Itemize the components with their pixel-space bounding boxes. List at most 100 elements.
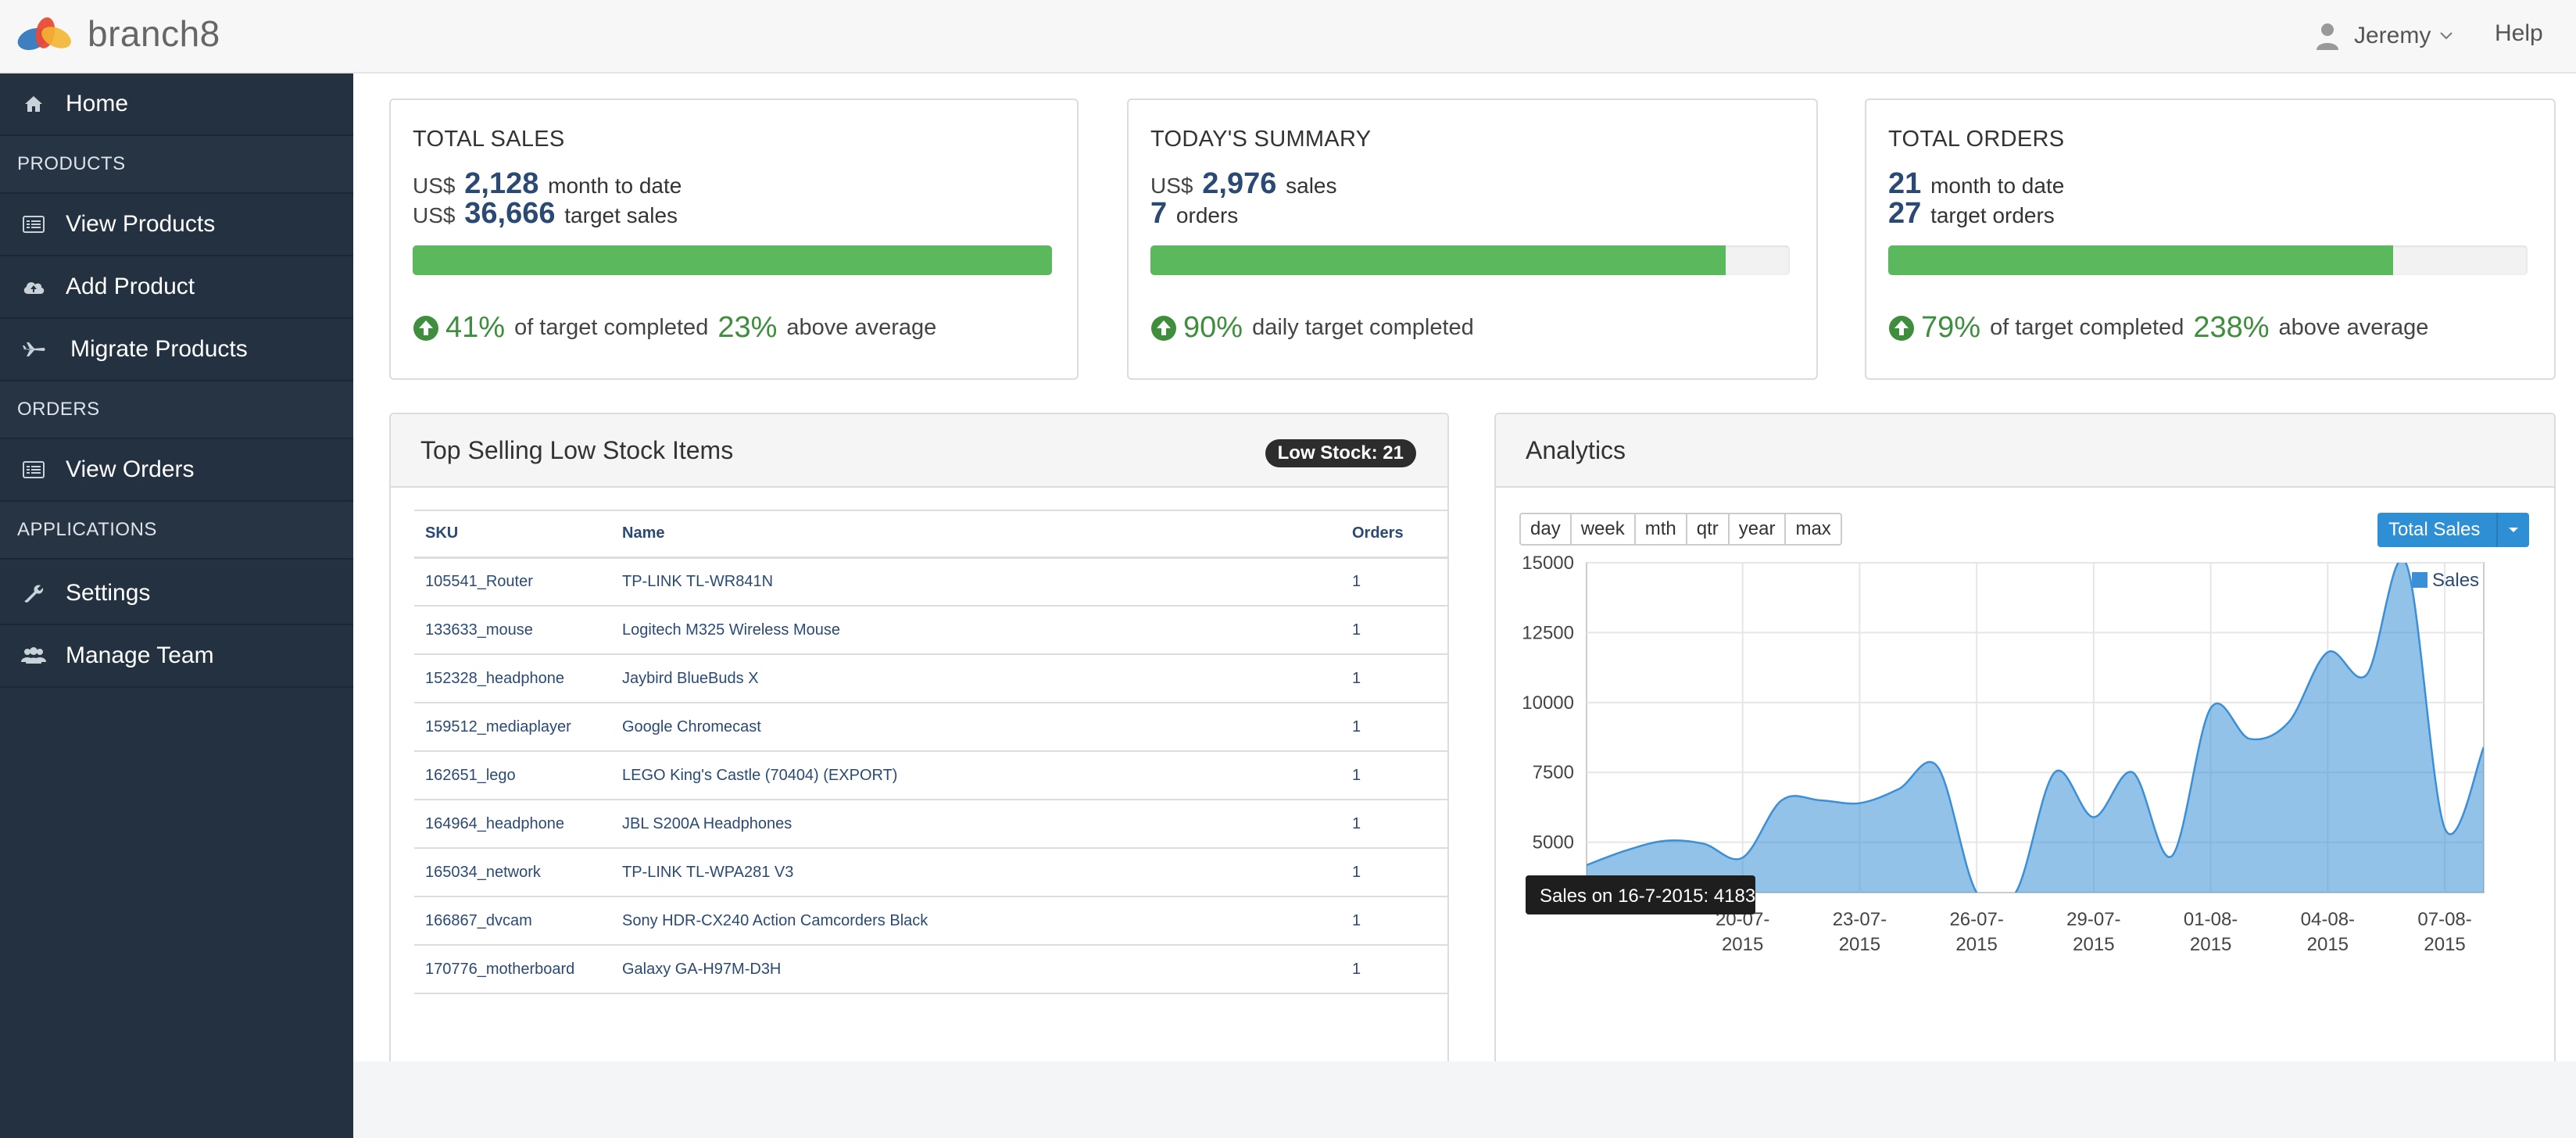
total-sales-target-label: target sales [564,203,678,227]
total-sales-month-value: 2,128 [464,167,539,200]
range-day-button[interactable]: day [1519,513,1572,546]
sidebar-item-view-orders[interactable]: View Orders [0,439,353,502]
range-qtr-button[interactable]: qtr [1685,513,1730,546]
main-content: TOTAL SALES US$ 2,128 month to date US$ … [353,73,2576,1080]
arrow-up-circle-icon [413,315,438,341]
series-line-sales [1587,563,2484,893]
table-row[interactable]: 165034_network TP-LINK TL-WPA281 V3 1 [414,848,1447,897]
user-avatar-icon [2317,23,2338,50]
orders-cell: 1 [1341,703,1447,752]
currency-label: US$ [1150,174,1193,198]
sidebar-item-settings[interactable]: Settings [0,563,353,625]
metric-select-label: Total Sales [2388,519,2481,540]
x-tick-label-line: 29-07- [2066,909,2120,930]
table-row[interactable]: 105541_Router TP-LINK TL-WR841N 1 [414,557,1447,607]
sidebar-item-migrate-products[interactable]: Migrate Products [0,319,353,381]
today-sales: US$ 2,976 sales [1150,167,1337,201]
wrench-icon [20,580,47,607]
name-cell: Logitech M325 Wireless Mouse [611,606,1341,655]
x-tick-label-line: 2015 [2424,934,2465,955]
range-year-button[interactable]: year [1727,513,1787,546]
x-tick-label-line: 04-08- [2301,909,2355,930]
sku-cell: 105541_Router [414,557,611,607]
sidebar-label-view-products: View Products [66,211,216,237]
list-icon [20,211,47,238]
sidebar-section-applications: APPLICATIONS [0,502,353,560]
series-area-sales [1587,563,2484,893]
range-max-button[interactable]: max [1784,513,1842,546]
brand-name[interactable]: branch8 [88,13,220,54]
column-header-orders[interactable]: Orders [1341,510,1447,559]
list-icon [20,456,47,483]
table-row[interactable]: 162651_lego LEGO King's Castle (70404) (E… [414,751,1447,800]
column-header-name[interactable]: Name [611,510,1341,559]
sidebar-item-home[interactable]: Home [0,73,353,136]
sidebar-label-migrate-products: Migrate Products [70,336,248,362]
total-sales-stats: 41% of target completed 23% above averag… [413,311,936,345]
sidebar: Home PRODUCTS View Products Add Product … [0,73,353,1138]
sku-cell: 162651_lego [414,751,611,800]
table-row[interactable]: 159512_mediaplayer Google Chromecast 1 [414,703,1447,752]
table-row[interactable]: 133633_mouse Logitech M325 Wireless Mouse… [414,606,1447,655]
user-menu[interactable]: Jeremy [2315,19,2468,53]
total-sales-title: TOTAL SALES [413,127,565,152]
help-link[interactable]: Help [2495,20,2543,46]
analytics-title: Analytics [1526,436,1626,464]
table-row[interactable]: 170776_motherboard Galaxy GA-H97M-D3H 1 [414,945,1447,994]
sidebar-item-view-products[interactable]: View Products [0,194,353,256]
sales-area-chart[interactable]: 5000750010000125001500020-07-201523-07-2… [1496,414,2556,1080]
branch8-logo-icon[interactable] [16,14,73,58]
orders-cell: 1 [1341,896,1447,946]
sidebar-label-home: Home [66,91,129,116]
target-completed-pct: 41% [445,311,506,344]
sidebar-item-manage-team[interactable]: Manage Team [0,625,353,688]
todays-summary-card: TODAY'S SUMMARY US$ 2,976 sales 7 orders… [1127,98,1818,380]
low-stock-panel: Top Selling Low Stock Items Low Stock: 2… [389,413,1449,1080]
total-orders-month: 21 month to date [1888,167,2064,201]
sku-cell: 164964_headphone [414,800,611,849]
total-sales-target: US$ 36,666 target sales [413,197,678,231]
x-tick-label-line: 26-07- [1949,909,2003,930]
legend-swatch [2412,572,2428,588]
sku-cell: 152328_headphone [414,654,611,703]
x-tick-label-line: 2015 [1839,934,1880,955]
x-tick-label-line: 2015 [2307,934,2349,955]
total-orders-card: TOTAL ORDERS 21 month to date 27 target … [1865,98,2556,380]
caret-down-icon[interactable] [2496,513,2529,547]
todays-summary-title: TODAY'S SUMMARY [1150,127,1372,152]
sidebar-section-products: PRODUCTS [0,136,353,194]
analytics-panel: Analytics day week mth qtr year max Tota… [1494,413,2556,1080]
user-name: Jeremy [2354,23,2431,48]
name-cell: TP-LINK TL-WR841N [611,557,1341,607]
orders-above-average-pct: 238% [2193,311,2270,344]
orders-cell: 1 [1341,945,1447,994]
x-tick-label-line: 2015 [1722,934,1763,955]
progress-fill [1150,245,1726,275]
x-tick-label-line: 2015 [2190,934,2231,955]
range-mth-button[interactable]: mth [1633,513,1687,546]
y-tick-label: 12500 [1522,622,1574,643]
table-row[interactable]: 164964_headphone JBL S200A Headphones 1 [414,800,1447,849]
sidebar-label-add-product: Add Product [66,274,195,299]
daily-target-label: daily target completed [1252,315,1474,340]
x-tick-label-line: 2015 [2073,934,2114,955]
sidebar-item-add-product[interactable]: Add Product [0,256,353,319]
range-week-button[interactable]: week [1569,513,1636,546]
plane-icon [20,336,47,363]
metric-select-button[interactable]: Total Sales [2377,513,2529,547]
name-cell: TP-LINK TL-WPA281 V3 [611,848,1341,897]
orders-cell: 1 [1341,654,1447,703]
table-row[interactable]: 166867_dvcam Sony HDR-CX240 Action Camcor… [414,896,1447,946]
orders-cell: 1 [1341,606,1447,655]
sidebar-section-orders: ORDERS [0,381,353,439]
orders-cell: 1 [1341,751,1447,800]
progress-fill [413,245,1052,275]
orders-cell: 1 [1341,800,1447,849]
column-header-sku[interactable]: SKU [414,510,611,559]
today-orders: 7 orders [1150,197,1238,231]
users-icon [20,642,47,669]
today-orders-value: 7 [1150,197,1168,230]
footer-area [353,1061,2576,1138]
today-sales-label: sales [1286,174,1337,198]
